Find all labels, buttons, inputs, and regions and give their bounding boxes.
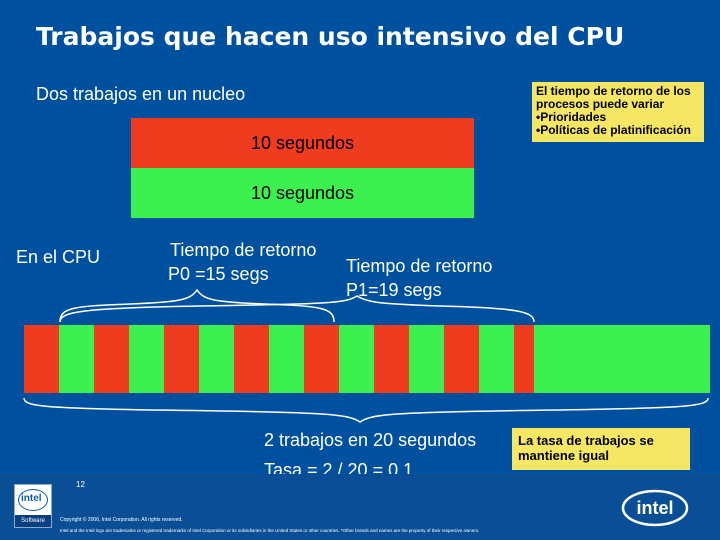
brace-p1: [59, 295, 535, 323]
timeline-segment-12: [409, 325, 444, 393]
timeline-segment-8: [269, 325, 304, 393]
timeline-segment-4: [129, 325, 164, 393]
turnaround-p0-line2: P0 =15 segs: [168, 264, 269, 284]
page-number: 12: [76, 480, 85, 489]
timeline-segment-16: [534, 325, 710, 393]
summary-line1: 2 trabajos en 20 segundos: [264, 430, 477, 450]
note-rate-constant: La tasa de trabajos se mantiene igual: [512, 428, 690, 470]
note-bottom-line-1: La tasa de trabajos se: [518, 433, 654, 448]
copyright-text: Copyright © 2006, Intel Corporation. All…: [60, 517, 183, 523]
note-top-line-1: El tiempo de retorno de los: [536, 84, 691, 98]
job-bar-2: 10 segundos: [131, 168, 474, 218]
timeline-segment-11: [374, 325, 409, 393]
badge-logo-text: intel: [21, 493, 42, 504]
timeline-segment-3: [94, 325, 129, 393]
cpu-timeline: [24, 325, 710, 393]
timeline-segment-1: [24, 325, 59, 393]
note-top-line-2: procesos puede variar: [536, 97, 665, 111]
brace-summary: [23, 397, 709, 423]
note-top-line-3: •Prioridades: [536, 110, 607, 124]
timeline-segment-10: [339, 325, 374, 393]
timeline-segment-5: [164, 325, 199, 393]
footer-band: [0, 474, 720, 540]
brace-p0: [59, 288, 335, 323]
timeline-segment-6: [199, 325, 234, 393]
intel-logo-swoosh-icon: [621, 489, 689, 527]
turnaround-p1-line2: P1=19 segs: [346, 280, 442, 300]
timeline-segment-14: [479, 325, 514, 393]
timeline-segment-7: [234, 325, 269, 393]
job-bar-1-label: 10 segundos: [250, 132, 355, 153]
note-top-line-4: •Políticas de platinificación: [536, 123, 691, 137]
job-bar-1: 10 segundos: [131, 118, 474, 168]
intel-software-badge: intel Software: [14, 484, 52, 528]
legal-text: Intel and the Intel logo are trademarks …: [60, 528, 480, 533]
cpu-label: En el CPU: [16, 247, 101, 267]
two-jobs-label: Dos trabajos en un nucleo: [36, 84, 246, 104]
note-bottom-line-2: mantiene igual: [518, 448, 610, 463]
job-bar-2-label: 10 segundos: [250, 182, 355, 203]
turnaround-p1: Tiempo de retorno P1=19 segs: [346, 254, 492, 302]
timeline-segment-2: [59, 325, 94, 393]
timeline-segment-15: [514, 325, 534, 393]
intel-logo-text: intel: [636, 498, 673, 518]
badge-swoosh-icon: [18, 489, 48, 511]
note-turnaround-variance: El tiempo de retorno de los procesos pue…: [532, 82, 704, 142]
badge-sub-text: Software: [15, 515, 51, 527]
turnaround-p0-line1: Tiempo de retorno: [170, 240, 317, 260]
intel-logo: intel: [621, 489, 689, 527]
timeline-segment-9: [304, 325, 339, 393]
turnaround-p1-line1: Tiempo de retorno: [346, 256, 493, 276]
turnaround-p0: Tiempo de retorno P0 =15 segs: [168, 238, 317, 286]
slide-title: Trabajos que hacen uso intensivo del CPU: [36, 22, 625, 51]
timeline-segment-13: [444, 325, 479, 393]
